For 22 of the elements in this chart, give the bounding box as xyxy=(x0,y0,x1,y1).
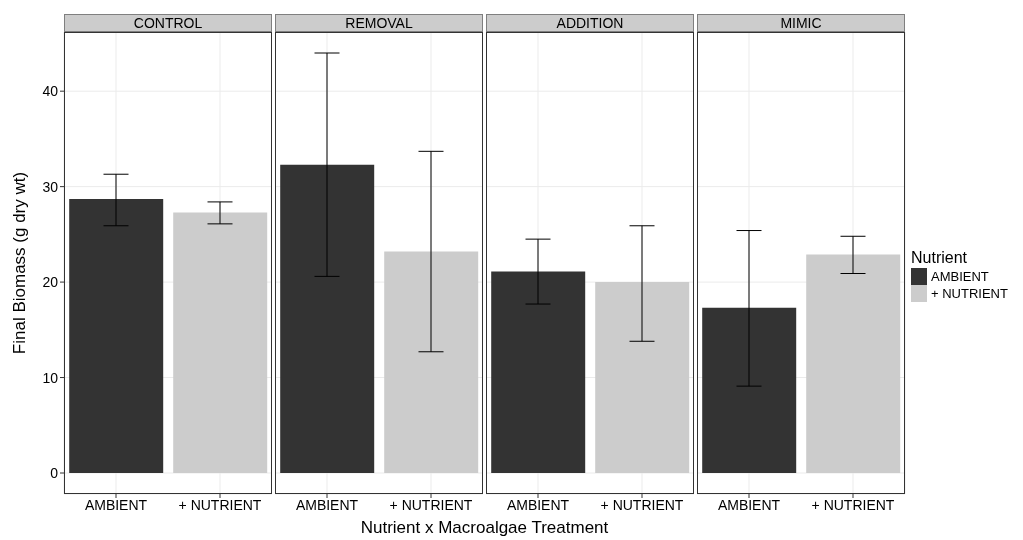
x-tick-label: + NUTRIENT xyxy=(600,496,684,513)
chart-title: CONTROL xyxy=(64,14,272,32)
x-tick-label: AMBIENT xyxy=(717,496,781,513)
y-tick-label: 20 xyxy=(42,274,59,291)
chart-title: REMOVAL xyxy=(275,14,483,32)
x-tick-label: AMBIENT xyxy=(84,496,148,513)
y-tick-label: 10 xyxy=(42,369,59,386)
y-tick-label: 30 xyxy=(42,178,59,195)
x-tick-label: AMBIENT xyxy=(295,496,359,513)
legend-label: + NUTRIENT xyxy=(931,285,1008,301)
chart-title: MIMIC xyxy=(697,14,905,32)
x-tick-label: + NUTRIENT xyxy=(389,496,473,513)
y-axis-title: Final Biomass (g dry wt) xyxy=(10,171,30,355)
y-tick-label: 40 xyxy=(42,83,59,100)
x-axis-title: Nutrient x Macroalgae Treatment xyxy=(359,518,610,538)
x-tick-label: + NUTRIENT xyxy=(178,496,262,513)
x-tick-label: AMBIENT xyxy=(506,496,570,513)
legend-label: AMBIENT xyxy=(931,268,989,284)
x-tick-label: + NUTRIENT xyxy=(811,496,895,513)
y-tick-label: 0 xyxy=(50,464,59,481)
chart-title: ADDITION xyxy=(486,14,694,32)
legend-title: Nutrient xyxy=(911,248,969,267)
